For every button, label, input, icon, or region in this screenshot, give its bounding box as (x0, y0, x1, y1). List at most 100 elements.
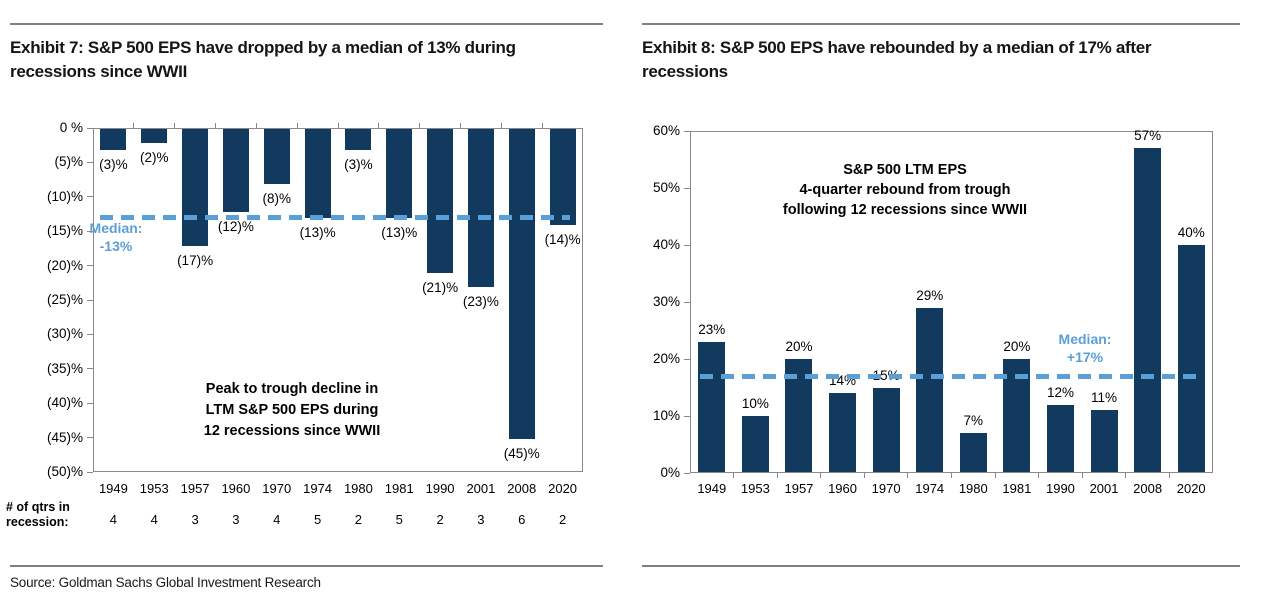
bar-value-label: (13)% (381, 225, 418, 241)
x-axis-tick (907, 473, 909, 478)
x-axis-tick (1168, 473, 1170, 478)
y-tick-label: (25)% (46, 292, 83, 307)
x-tick-label: 1970 (262, 481, 292, 496)
x-tick-label: 1949 (98, 481, 128, 496)
y-axis-tick (684, 358, 690, 360)
x-tick-label: 2001 (466, 481, 496, 496)
bar-1980 (345, 129, 372, 150)
qtrs-value: 5 (395, 512, 403, 527)
bar-value-label: 11% (1091, 390, 1118, 406)
bar-1980 (959, 433, 987, 472)
bar-value-label: 12% (1046, 384, 1074, 400)
bar-1953 (141, 129, 168, 143)
qtrs-value: 2 (436, 512, 444, 527)
y-axis-tick (684, 244, 690, 246)
x-axis-tick (174, 123, 176, 128)
x-axis-tick (378, 123, 380, 128)
x-axis-tick (419, 123, 421, 128)
y-axis-tick (87, 265, 93, 267)
source-text: Source: Goldman Sachs Global Investment … (10, 575, 321, 590)
exhibit8-title: Exhibit 8: S&P 500 EPS have rebounded by… (642, 38, 1152, 81)
x-tick-label: 1981 (1002, 481, 1032, 496)
x-tick-label: 2020 (1176, 481, 1206, 496)
plot-border (690, 131, 1213, 473)
x-tick-label: 1953 (139, 481, 169, 496)
bar-value-label: 7% (963, 413, 984, 429)
y-tick-label: 40% (652, 237, 680, 252)
x-tick-label: 2008 (1133, 481, 1163, 496)
bar-value-label: 14% (829, 373, 857, 389)
y-tick-label: (20)% (46, 257, 83, 273)
y-axis-tick (87, 196, 93, 198)
bar-value-label: 57% (1134, 128, 1162, 144)
x-axis-tick (296, 123, 298, 128)
x-axis-tick (1081, 473, 1083, 478)
bar-1953 (741, 416, 769, 472)
x-tick-label: 1980 (958, 481, 988, 496)
y-axis-tick (684, 130, 690, 132)
x-axis-tick (255, 123, 257, 128)
bottom-rule-left (10, 565, 603, 567)
x-tick-label: 2001 (1089, 481, 1119, 496)
bar-value-label: 40% (1177, 225, 1205, 240)
bar-value-label: 23% (698, 321, 726, 337)
x-tick-label: 1970 (871, 481, 901, 496)
bar-value-label: (45)% (503, 445, 540, 461)
y-axis-tick (684, 301, 690, 303)
bar-value-label: (23)% (462, 294, 499, 310)
bar-2008 (508, 129, 535, 439)
qtrs-value: 6 (518, 512, 526, 527)
y-tick-label: 30% (652, 294, 680, 309)
top-rule-right (642, 23, 1240, 25)
bar-value-label: (12)% (217, 218, 254, 234)
y-axis-tick (87, 437, 93, 439)
qtrs-value: 4 (150, 512, 158, 527)
qtrs-value: 3 (191, 512, 199, 527)
y-tick-label: (5)% (54, 154, 83, 170)
qtrs-value: 3 (232, 512, 240, 527)
median-label: Median: +17% (1058, 331, 1112, 365)
x-axis-tick (337, 123, 339, 128)
y-axis-tick (684, 415, 690, 417)
chart-annotation: Peak to trough decline in LTM S&P 500 EP… (203, 381, 381, 439)
bar-2020 (1177, 245, 1205, 472)
y-tick-label: 60% (652, 123, 680, 138)
y-axis-tick (684, 472, 690, 474)
y-axis-tick (684, 187, 690, 189)
x-axis-tick (733, 473, 735, 478)
bar-2001 (467, 129, 494, 288)
bar-1981 (386, 129, 413, 219)
x-axis-tick (1038, 473, 1040, 478)
y-axis-tick (87, 161, 93, 163)
x-axis-tick (776, 473, 778, 478)
bar-1957 (182, 129, 209, 246)
x-tick-label: 1980 (343, 481, 373, 496)
y-tick-label: 50% (652, 180, 680, 195)
y-tick-label: 0% (660, 465, 680, 480)
y-tick-label: (15)% (46, 223, 83, 239)
bar-value-label: (8)% (262, 191, 291, 207)
x-tick-label: 1949 (697, 481, 727, 496)
x-tick-label: 1960 (221, 481, 251, 496)
bar-1974 (304, 129, 331, 219)
bar-value-label: 20% (1003, 339, 1031, 354)
y-tick-label: (35)% (46, 360, 83, 376)
y-tick-label: (45)% (46, 429, 83, 445)
x-axis-tick (1125, 473, 1127, 478)
x-axis-tick (500, 123, 502, 128)
y-axis-tick (87, 230, 93, 232)
x-axis-tick (133, 123, 135, 128)
x-tick-label: 1960 (828, 481, 857, 496)
qtrs-value: 2 (558, 512, 567, 527)
x-axis-tick (820, 473, 822, 478)
bar-1970 (263, 129, 290, 185)
x-tick-label: 1990 (1045, 481, 1075, 496)
chart-annotation: S&P 500 LTM EPS 4-quarter rebound from t… (782, 162, 1028, 218)
x-axis-tick (541, 123, 543, 128)
y-tick-label: (50)% (46, 464, 83, 479)
bar-value-label: 10% (741, 396, 769, 411)
y-axis-tick (87, 333, 93, 335)
bar-1990 (1046, 404, 1074, 472)
